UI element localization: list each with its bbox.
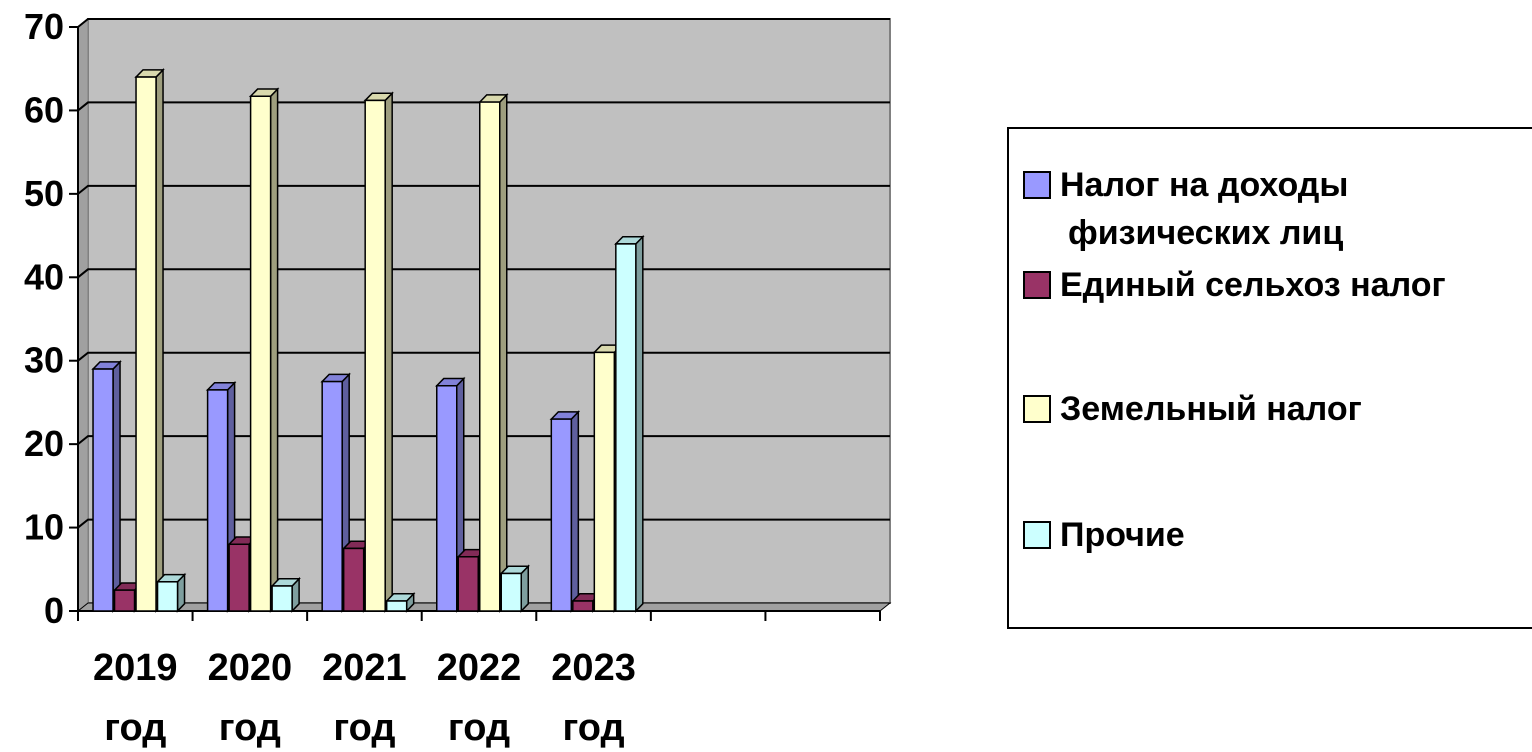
- legend: Налог на доходы физических лиц Единый сель…: [1007, 127, 1532, 629]
- gridline: [77, 184, 890, 195]
- x-tick-label: год: [448, 707, 510, 749]
- bars: [91, 68, 645, 613]
- legend-swatch: [1023, 171, 1051, 199]
- bar: [248, 87, 280, 613]
- legend-label: физических лиц: [1068, 214, 1343, 252]
- legend-box: [1007, 127, 1532, 629]
- legend-item: Прочие: [1023, 516, 1185, 554]
- legend-label: Налог на доходы: [1060, 166, 1348, 204]
- y-axis: 0 10 20 30 40 50 60 70: [24, 6, 79, 631]
- legend-swatch: [1023, 395, 1051, 423]
- y-tick-label: 30: [24, 340, 64, 381]
- x-axis: 2019 год 2020 год 2021 год 2022 год 2023 год: [77, 610, 881, 749]
- bar: [134, 68, 165, 613]
- bar: [384, 591, 416, 613]
- y-tick-label: 0: [44, 590, 64, 631]
- x-tick-label: год: [562, 707, 624, 749]
- bar: [363, 91, 394, 613]
- x-tick-label: год: [219, 707, 281, 749]
- x-tick-label: 2023: [551, 647, 636, 689]
- gridline: [77, 18, 890, 28]
- y-tick-label: 40: [24, 256, 64, 297]
- x-tick-label: 2022: [437, 647, 522, 689]
- bar: [91, 360, 122, 613]
- legend-item: Налог на доходы физических лиц: [1023, 166, 1348, 252]
- y-tick-label: 50: [24, 173, 64, 214]
- y-tick-label: 10: [24, 507, 64, 548]
- gridline: [77, 101, 890, 112]
- x-tick-label: год: [104, 707, 166, 749]
- legend-label: Земельный налог: [1060, 390, 1362, 428]
- x-tick-label: 2020: [208, 647, 293, 689]
- legend-label: Прочие: [1060, 516, 1185, 554]
- x-tick-label: год: [333, 707, 395, 749]
- bar: [270, 576, 301, 613]
- bar: [155, 572, 187, 613]
- x-tick-label: 2021: [322, 647, 407, 689]
- legend-swatch: [1023, 521, 1051, 549]
- legend-item: Единый сельхоз налог: [1023, 266, 1446, 304]
- x-tick-label: 2019: [93, 647, 178, 689]
- side-wall: [77, 17, 89, 613]
- bar: [499, 564, 531, 613]
- y-tick-label: 20: [24, 423, 64, 464]
- y-tick-label: 60: [24, 89, 64, 130]
- legend-swatch: [1023, 271, 1051, 299]
- y-tick-label: 70: [24, 6, 64, 47]
- bar: [614, 234, 645, 613]
- bar: [477, 93, 509, 613]
- bar: [549, 410, 581, 613]
- legend-item: Земельный налог: [1023, 390, 1362, 428]
- legend-label: Единый сельхоз налог: [1060, 266, 1446, 304]
